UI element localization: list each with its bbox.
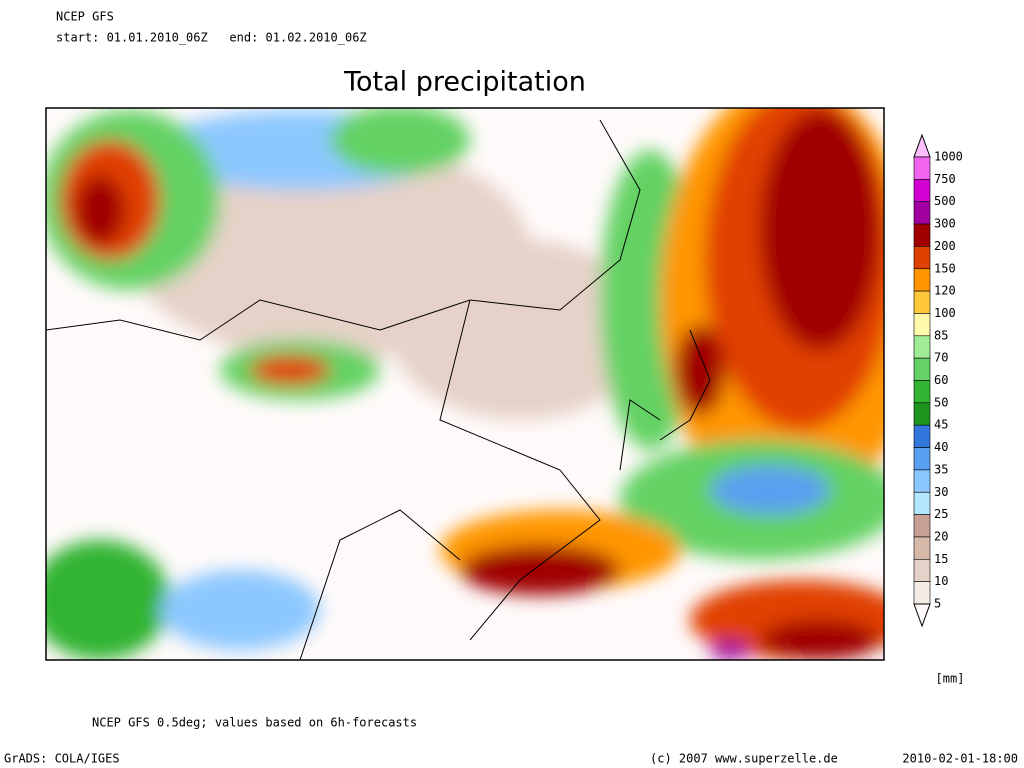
legend-swatch	[913, 223, 931, 247]
legend-label: 10	[934, 574, 948, 588]
legend-label: 1000	[934, 150, 963, 164]
footnote: NCEP GFS 0.5deg; values based on 6h-fore…	[92, 716, 417, 730]
unit-label: [mm]	[936, 672, 965, 686]
legend-swatch	[913, 536, 931, 560]
legend-label: 35	[934, 462, 948, 476]
legend-swatch	[913, 380, 931, 404]
legend-swatch	[913, 201, 931, 225]
map-title: Total precipitation	[343, 67, 586, 98]
legend-label: 60	[934, 373, 948, 387]
legend-label: 120	[934, 284, 956, 298]
legend-arrow	[913, 603, 931, 628]
legend-swatch	[913, 156, 931, 180]
legend-label: 30	[934, 485, 948, 499]
legend-swatch	[913, 357, 931, 381]
legend-swatch	[913, 179, 931, 203]
legend: 1000 750 500 300 200 150 120 100 85 70 60 50 45 40 35 3…	[913, 133, 963, 628]
legend-label: 85	[934, 328, 948, 342]
legend-label: 25	[934, 507, 948, 521]
legend-swatch	[913, 335, 931, 359]
legend-label: 150	[934, 261, 956, 275]
legend-label: 40	[934, 440, 948, 454]
model-name: NCEP GFS	[56, 10, 114, 24]
legend-swatch	[913, 581, 931, 605]
legend-label: 70	[934, 351, 948, 365]
legend-swatch	[913, 447, 931, 471]
legend-label: 750	[934, 172, 956, 186]
legend-label: 500	[934, 194, 956, 208]
legend-swatch	[913, 491, 931, 515]
legend-label: 50	[934, 395, 948, 409]
legend-swatch	[913, 469, 931, 493]
precip-map	[46, 108, 884, 660]
legend-swatch	[913, 268, 931, 292]
legend-label: 15	[934, 552, 948, 566]
legend-label: 200	[934, 239, 956, 253]
legend-label: 45	[934, 418, 948, 432]
legend-swatch	[913, 424, 931, 448]
legend-swatch	[913, 558, 931, 582]
legend-arrow	[913, 133, 931, 158]
legend-swatch	[913, 514, 931, 538]
legend-swatch	[913, 290, 931, 314]
legend-label: 100	[934, 306, 956, 320]
timestamp: 2010-02-01-18:00	[902, 752, 1018, 766]
legend-label: 300	[934, 217, 956, 231]
legend-swatch	[913, 313, 931, 337]
software-credit: GrADS: COLA/IGES	[4, 752, 120, 766]
period: start: 01.01.2010_06Z end: 01.02.2010_06…	[56, 31, 367, 45]
legend-swatch	[913, 402, 931, 426]
copyright: (c) 2007 www.superzelle.de	[650, 752, 838, 766]
legend-label: 20	[934, 529, 948, 543]
legend-label: 5	[934, 597, 941, 611]
legend-swatch	[913, 246, 931, 270]
map-frame	[45, 107, 885, 661]
